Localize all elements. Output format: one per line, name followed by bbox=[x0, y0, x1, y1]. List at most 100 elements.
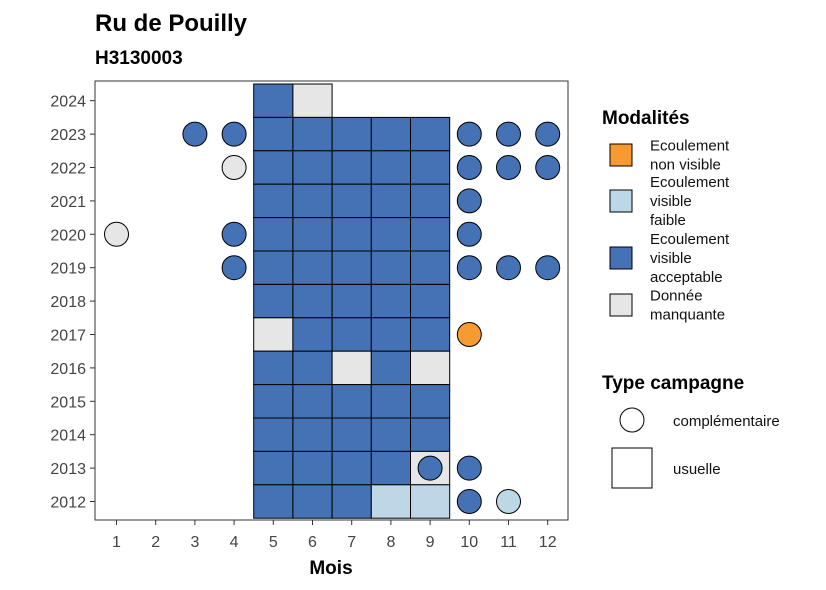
circle-2023-11 bbox=[496, 121, 521, 147]
y-tick-label-2020: 2020 bbox=[50, 227, 86, 244]
legend-key-donnee_manquante bbox=[609, 293, 633, 317]
square-2019-5 bbox=[253, 250, 294, 285]
square-2019-6 bbox=[292, 250, 333, 285]
y-tick-label-2021: 2021 bbox=[50, 194, 86, 211]
y-tick-label-2012: 2012 bbox=[50, 495, 86, 512]
y-tick-label-2016: 2016 bbox=[50, 361, 86, 378]
x-axis-title: Mois bbox=[309, 558, 352, 579]
square-2022-7 bbox=[331, 150, 372, 185]
legend-modalites: Modalités Ecoulement non visibleEcoulemen… bbox=[602, 108, 730, 324]
chart-title: Ru de Pouilly bbox=[95, 10, 248, 37]
square-2022-8 bbox=[370, 150, 411, 185]
x-tick-label-3: 3 bbox=[190, 534, 199, 551]
circle-2017-10 bbox=[456, 322, 482, 347]
square-2023-6 bbox=[292, 116, 333, 152]
square-2022-9 bbox=[410, 150, 451, 185]
square-2024-5 bbox=[253, 83, 294, 118]
legend-square-key bbox=[611, 447, 653, 489]
square-2016-9 bbox=[410, 350, 451, 386]
square-2012-7 bbox=[331, 484, 372, 519]
circle-2022-4 bbox=[221, 155, 247, 180]
square-2020-8 bbox=[370, 217, 411, 252]
circle-2019-10 bbox=[456, 255, 482, 281]
square-2012-5 bbox=[253, 484, 294, 519]
square-2015-7 bbox=[331, 384, 372, 419]
circle-2023-3 bbox=[182, 121, 208, 147]
x-tick-label-6: 6 bbox=[308, 534, 317, 551]
square-2016-5 bbox=[253, 350, 294, 386]
circle-2021-10 bbox=[456, 188, 482, 214]
x-tick-label-12: 12 bbox=[539, 534, 557, 551]
square-2018-8 bbox=[370, 283, 411, 319]
square-2020-5 bbox=[253, 217, 294, 252]
x-tick-label-4: 4 bbox=[230, 534, 239, 551]
square-2013-5 bbox=[253, 450, 294, 486]
x-tick-label-9: 9 bbox=[426, 534, 435, 551]
square-2015-5 bbox=[253, 384, 294, 419]
circle-2012-10 bbox=[456, 489, 482, 514]
complementary-campaign-circles bbox=[104, 121, 561, 514]
square-2014-6 bbox=[292, 417, 333, 452]
square-2021-5 bbox=[253, 183, 294, 219]
circle-2020-10 bbox=[456, 221, 482, 247]
square-2017-7 bbox=[331, 317, 372, 352]
square-2013-7 bbox=[331, 450, 372, 486]
y-tick-label-2024: 2024 bbox=[50, 94, 86, 111]
x-tick-label-1: 1 bbox=[112, 534, 121, 551]
x-tick-label-11: 11 bbox=[500, 534, 517, 551]
circle-2023-4 bbox=[221, 121, 247, 147]
legend-type-title: Type campagne bbox=[602, 373, 744, 394]
square-2023-8 bbox=[370, 116, 411, 152]
square-2018-5 bbox=[253, 283, 294, 319]
square-2021-9 bbox=[410, 183, 451, 219]
square-2023-9 bbox=[410, 116, 451, 152]
square-2017-6 bbox=[292, 317, 333, 352]
x-tick-label-2: 2 bbox=[151, 534, 160, 551]
square-2013-6 bbox=[292, 450, 333, 486]
square-2013-8 bbox=[370, 450, 411, 486]
square-2018-9 bbox=[410, 283, 451, 319]
square-2017-9 bbox=[410, 317, 451, 352]
y-tick-label-2015: 2015 bbox=[50, 394, 86, 411]
square-2015-9 bbox=[410, 384, 451, 419]
circle-2020-1 bbox=[104, 221, 129, 247]
legend-key-ecoulement_non_visible bbox=[609, 143, 633, 167]
circle-2012-11 bbox=[496, 489, 521, 514]
circle-2019-12 bbox=[535, 255, 561, 281]
square-2017-5 bbox=[253, 317, 294, 352]
x-tick-label-7: 7 bbox=[347, 534, 356, 551]
square-2015-8 bbox=[370, 384, 411, 419]
square-2021-7 bbox=[331, 183, 372, 219]
square-2012-9 bbox=[410, 484, 451, 519]
square-2018-7 bbox=[331, 283, 372, 319]
circle-2013-10 bbox=[456, 455, 482, 481]
y-axis: 2012 2013 2014 2015 2016 2017 2018 2019 2020 2021… bbox=[50, 94, 95, 512]
chart-subtitle: H3130003 bbox=[95, 48, 183, 69]
square-2016-7 bbox=[331, 350, 372, 386]
square-2021-6 bbox=[292, 183, 333, 219]
legend-key-ecoulement_visible_faible bbox=[609, 189, 633, 213]
square-2020-7 bbox=[331, 217, 372, 252]
square-2014-7 bbox=[331, 417, 372, 452]
square-2019-7 bbox=[331, 250, 372, 285]
circle-2023-10 bbox=[456, 121, 482, 147]
y-tick-label-2022: 2022 bbox=[50, 161, 86, 178]
circle-2019-4 bbox=[221, 255, 247, 281]
square-2015-6 bbox=[292, 384, 333, 419]
square-2014-5 bbox=[253, 417, 294, 452]
square-2022-5 bbox=[253, 150, 294, 185]
legend-label-ecoulement_visible_faible: Ecoulement visible faible bbox=[650, 174, 730, 229]
square-2020-9 bbox=[410, 217, 451, 252]
square-2023-7 bbox=[331, 116, 372, 152]
legend-circle-key bbox=[619, 407, 645, 433]
x-tick-label-8: 8 bbox=[386, 534, 395, 551]
circle-2022-10 bbox=[456, 155, 482, 180]
square-2024-6 bbox=[292, 83, 333, 118]
legend-modalites-title: Modalités bbox=[602, 108, 690, 129]
square-2023-5 bbox=[253, 116, 294, 152]
circle-2019-11 bbox=[496, 255, 521, 281]
y-tick-label-2017: 2017 bbox=[50, 328, 86, 345]
legend-key-ecoulement_visible_acceptable bbox=[609, 246, 633, 270]
square-2014-8 bbox=[370, 417, 411, 452]
